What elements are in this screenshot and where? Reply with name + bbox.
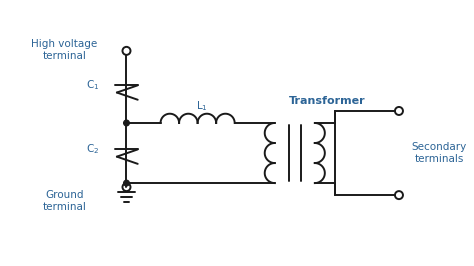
Text: Transformer: Transformer (289, 96, 365, 106)
Text: L$_1$: L$_1$ (196, 99, 208, 113)
Text: Ground
terminal: Ground terminal (43, 190, 86, 212)
Circle shape (124, 120, 129, 126)
Text: C$_2$: C$_2$ (86, 142, 99, 156)
Text: C$_1$: C$_1$ (86, 78, 99, 92)
Text: Secondary
terminals: Secondary terminals (411, 142, 466, 164)
Text: High voltage
terminal: High voltage terminal (31, 39, 98, 61)
Circle shape (124, 180, 129, 186)
